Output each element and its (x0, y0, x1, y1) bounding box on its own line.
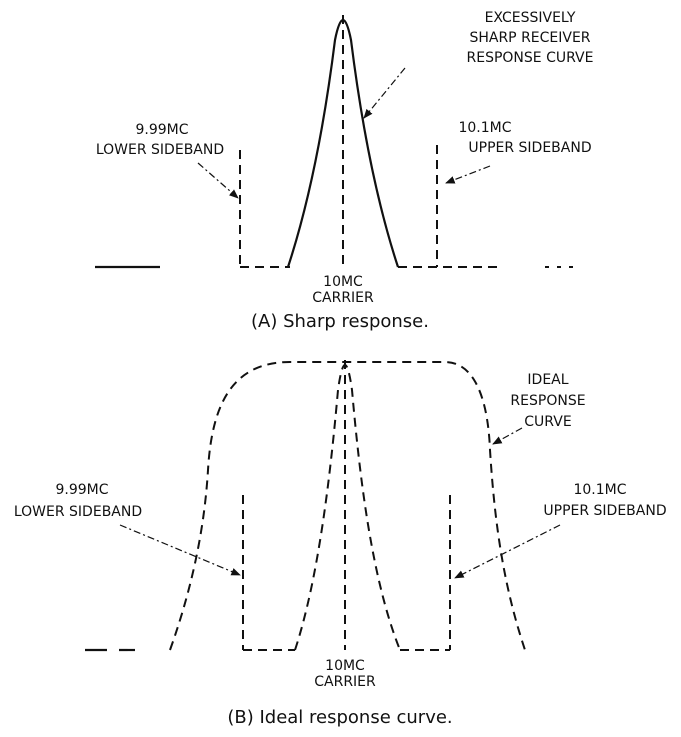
lower-sideband-label: 9.99MC (135, 122, 188, 138)
curve-label: EXCESSIVELY (485, 10, 576, 26)
sharp-curve (294, 364, 401, 651)
panel-b (85, 360, 561, 652)
curve-label: SHARP RECEIVER (469, 30, 590, 46)
arrow (363, 67, 406, 119)
curve-label: CURVE (524, 414, 571, 430)
arrow (492, 427, 523, 445)
carrier-label: 10MC (325, 658, 365, 674)
upper-sideband-label: UPPER SIDEBAND (468, 140, 591, 156)
upper-sideband-label: UPPER SIDEBAND (543, 503, 666, 519)
ideal-curve (169, 361, 526, 651)
curve-label: IDEAL (527, 372, 568, 388)
lower-sideband-label: LOWER SIDEBAND (14, 504, 142, 520)
curve-label: RESPONSE (510, 393, 585, 409)
carrier-label: CARRIER (314, 674, 376, 690)
carrier-label: 10MC (323, 274, 363, 290)
arrow (197, 162, 239, 199)
upper-sideband-label: 10.1MC (458, 120, 511, 136)
upper-sideband-label: 10.1MC (573, 482, 626, 498)
arrow (454, 524, 561, 579)
caption: (A) Sharp response. (251, 311, 429, 332)
curve-label: RESPONSE CURVE (467, 50, 594, 66)
panel-a (95, 15, 575, 269)
arrow (445, 165, 491, 184)
carrier-label: CARRIER (312, 290, 374, 306)
arrow (119, 524, 241, 576)
caption: (B) Ideal response curve. (227, 707, 452, 728)
lower-sideband-label: 9.99MC (55, 482, 108, 498)
lower-sideband-label: LOWER SIDEBAND (96, 142, 224, 158)
